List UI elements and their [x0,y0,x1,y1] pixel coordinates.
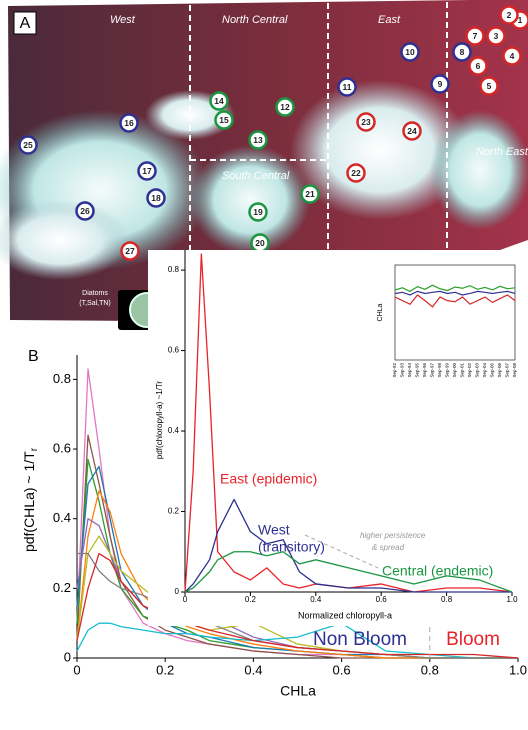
annotation: West [258,522,290,538]
station-label: 27 [125,246,135,256]
x-tick-label: Sep-98 [437,363,442,378]
x-tick-label: Sep-93 [400,363,405,378]
station-label: 25 [23,140,33,150]
station-label: 21 [305,189,315,199]
station-label: 23 [361,117,371,127]
region-label: East [378,14,401,26]
y-axis-label-main: pdf(CHLa) ~ 1/T [21,451,37,552]
station-label: 6 [476,61,481,71]
figure: A West North Central East North East South C… [0,0,528,730]
timeseries-frame [395,265,515,360]
x-tick-label: 0.6 [376,595,388,604]
region-label: South Central [222,170,290,182]
station-label: 10 [405,47,415,57]
x-tick-label: 1.0 [509,662,527,677]
x-tick-label: 0 [73,662,80,677]
x-tick-label: Sep-03 [475,363,480,378]
station-label: 19 [253,207,263,217]
panel-label: B [28,348,39,365]
taxon-label: (T,Sal,TN) [79,300,111,307]
x-tick-label: Sep-04 [482,363,487,378]
y-axis-label-sub: r [29,447,40,451]
station-label: 4 [510,51,515,61]
x-tick-label: Sep-95 [415,363,420,378]
panel-label: A [20,15,31,32]
x-tick-label: Sep-06 [497,363,502,378]
y-tick-label: 0.4 [168,426,180,435]
x-tick-label: Sep-94 [407,363,412,378]
y-tick-label: 0 [64,649,71,664]
station-label: 2 [507,10,512,20]
x-tick-label: 0.8 [441,595,453,604]
water [430,110,528,230]
x-tick-label: Sep-07 [505,363,510,378]
annotation: Non Bloom [313,629,407,650]
x-tick-label: 0.4 [244,662,262,677]
y-tick-label: 0.6 [168,346,180,355]
taxon-label: Diatoms [82,290,108,297]
station-label: 14 [214,96,224,106]
x-axis-label: Normalized chloropyll-a [298,610,392,620]
x-axis-label: CHLa [280,683,316,699]
x-tick-label: Sep-08 [512,363,517,378]
station-label: 16 [124,118,134,128]
y-tick-label: 0.2 [53,580,71,595]
y-tick-label: 0.8 [168,265,180,274]
region-label: North East [476,146,528,158]
x-tick-label: Sep-97 [430,363,435,378]
x-tick-label: Sep-02 [467,363,472,378]
annotation: (transitory) [258,539,325,555]
x-tick-label: 0 [183,595,188,604]
station-label: 26 [80,206,90,216]
x-tick-label: Sep-05 [490,363,495,378]
region-label: North Central [222,14,288,26]
annotation: East (epidemic) [220,471,317,487]
x-tick-label: Sep-01 [460,363,465,378]
y-tick-label: 0.8 [53,371,71,386]
x-tick-label: Sep-96 [422,363,427,378]
region-label: West [110,14,136,26]
x-tick-label: 0.4 [310,595,322,604]
station-label: 15 [219,115,229,125]
y-tick-label: 0.2 [168,507,180,516]
x-tick-label: Sep-00 [452,363,457,378]
station-label: 22 [351,168,361,178]
station-label: 17 [142,166,152,176]
x-tick-label: 1.0 [506,595,518,604]
station-label: 3 [494,31,499,41]
y-tick-label: 0 [175,587,180,596]
y-axis-label: pdf(CHLa) ~ 1/Tr [21,447,40,552]
y-tick-label: 0.6 [53,440,71,455]
annotation: & spread [372,543,405,552]
station-label: 18 [151,193,161,203]
y-axis-label: pdf(chloropyll-a) ~1/Tr [155,381,164,460]
x-tick-label: 0.2 [156,662,174,677]
station-label: 12 [280,102,290,112]
annotation: Bloom [446,629,500,650]
station-label: 7 [473,31,478,41]
x-tick-label: 0.6 [333,662,351,677]
annotation: higher persistence [360,531,426,540]
station-label: 13 [253,135,263,145]
x-tick-label: 0.8 [421,662,439,677]
annotation: Central (endemic) [382,563,493,579]
y-axis-label: CHLa [377,303,384,321]
station-label: 20 [255,238,265,248]
station-label: 9 [438,79,443,89]
x-tick-label: Sep-99 [445,363,450,378]
station-label: 24 [407,126,417,136]
station-label: 11 [343,82,352,92]
y-tick-label: 0.4 [53,510,71,525]
x-tick-label: Sep-92 [392,363,397,378]
station-label: 5 [487,81,492,91]
station-label: 8 [460,47,465,57]
x-tick-label: 0.2 [245,595,257,604]
